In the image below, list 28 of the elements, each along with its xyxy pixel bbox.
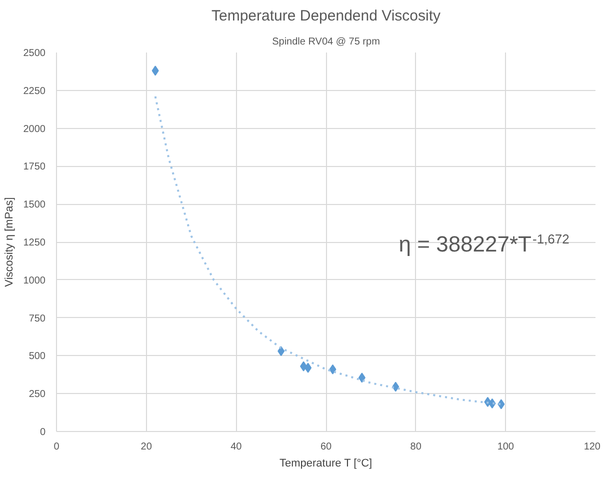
y-tick-label: 500: [28, 351, 46, 362]
x-tick-label: 20: [140, 442, 152, 452]
point: [358, 372, 366, 383]
chart-subtitle: Spindle RV04 @ 75 rpm: [272, 36, 380, 48]
y-tick-label: 1500: [23, 200, 46, 211]
x-tick-label: 40: [230, 442, 242, 452]
point: [304, 362, 312, 373]
x-axis-title: Temperature T [°C]: [279, 458, 372, 470]
point: [392, 382, 400, 392]
y-tick-label: 2500: [23, 48, 46, 59]
y-tick-label: 750: [28, 313, 46, 324]
x-tick-label: 100: [497, 442, 514, 452]
y-tick-label: 2250: [23, 86, 46, 97]
x-tick-label: 120: [584, 442, 601, 452]
point: [278, 346, 285, 356]
y-tick-label: 1000: [23, 275, 46, 286]
chart-title: Temperature Dependend Viscosity: [211, 8, 442, 24]
point: [152, 66, 159, 76]
y-tick-label: 250: [28, 389, 46, 400]
x-tick-label: 0: [54, 442, 60, 452]
y-axis-title: Viscosity η [mPas]: [3, 197, 16, 287]
x-tick-label: 80: [410, 442, 422, 452]
y-tick-label: 0: [40, 427, 46, 438]
y-tick-label: 1250: [23, 238, 46, 248]
y-tick-label: 2000: [23, 124, 46, 135]
y-tick-label: 1750: [23, 162, 46, 173]
x-tick-label: 60: [320, 442, 332, 452]
point: [329, 364, 336, 374]
